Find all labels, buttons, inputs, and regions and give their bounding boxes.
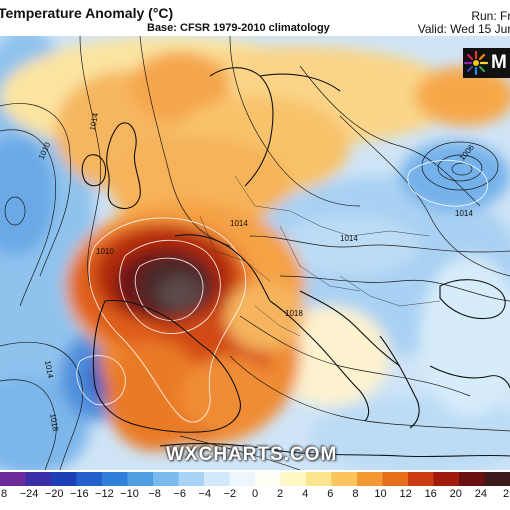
legend-tick-label: 2 — [502, 488, 510, 500]
map-title: Temperature Anomaly (°C) — [0, 5, 174, 21]
legend-tick-label: −10 — [120, 488, 139, 500]
legend-tick-label: −24 — [19, 488, 39, 500]
legend-swatch — [255, 472, 281, 486]
legend-swatch — [25, 472, 52, 486]
anomaly-contours — [76, 159, 488, 423]
legend-swatch — [433, 472, 460, 486]
anomaly-field — [0, 36, 510, 470]
isobar-label: 1010 — [96, 247, 114, 256]
legend-swatch — [357, 472, 383, 486]
legend-swatch — [178, 472, 205, 486]
borders — [199, 175, 441, 337]
legend-tick-label: 6 — [327, 488, 334, 500]
color-legend: 8 −24 −20 −16 −12 −10 −8 −6 −4 −2 0 2 4 6 8 10 12 16 20 24 2 — [0, 470, 510, 510]
legend-swatch — [306, 472, 332, 486]
legend-tick-label: −20 — [44, 488, 64, 500]
legend-tick-label: −16 — [69, 488, 89, 500]
legend-swatch — [0, 472, 26, 486]
isobar-label: 1018 — [285, 309, 303, 318]
legend-swatch — [331, 472, 358, 486]
legend-tick-label: 20 — [449, 488, 462, 500]
legend-tick-label: 16 — [424, 488, 437, 500]
legend-tick-label: 10 — [374, 488, 387, 500]
legend-swatch — [280, 472, 307, 486]
isobar-label: 1014 — [230, 219, 248, 228]
isobar-label: 1018 — [48, 413, 60, 433]
legend-swatch — [408, 472, 434, 486]
legend-swatch — [102, 472, 128, 486]
legend-swatch — [76, 472, 103, 486]
anomaly-map: 1010 1014 1006 1014 1014 1018 1010 1018 … — [0, 36, 510, 470]
legend-tick-label: −6 — [173, 488, 186, 500]
isobar-label: 1014 — [88, 112, 100, 132]
legend-tick-label: 12 — [399, 488, 412, 500]
valid-time-label: Valid: Wed 15 Jun — [417, 22, 510, 36]
legend-swatch — [127, 472, 154, 486]
legend-swatch — [484, 472, 510, 486]
isobars — [0, 36, 510, 470]
watermark: WXCHARTS.COM — [166, 444, 338, 465]
logo-text: M — [491, 52, 507, 73]
header: Temperature Anomaly (°C) Base: CFSR 1979… — [0, 0, 510, 36]
legend-ticks: 8 −24 −20 −16 −12 −10 −8 −6 −4 −2 0 2 4 6 8 10 12 16 20 24 2 — [0, 488, 510, 506]
wxcharts-sun-icon — [463, 50, 489, 76]
legend-tick-label: 0 — [251, 488, 259, 500]
colorbar — [0, 472, 510, 486]
legend-tick-label: 24 — [474, 488, 488, 500]
legend-swatch — [204, 472, 230, 486]
legend-swatch — [153, 472, 179, 486]
legend-tick-label: −2 — [223, 488, 237, 500]
legend-tick-label: 8 — [352, 488, 359, 500]
legend-swatch — [459, 472, 485, 486]
legend-tick-label: −4 — [198, 488, 212, 500]
isobar-label: 1014 — [455, 209, 473, 218]
run-time-label: Run: Fri — [471, 9, 510, 23]
legend-tick-label: 2 — [277, 488, 284, 500]
legend-swatch — [382, 472, 409, 486]
legend-swatch — [229, 472, 256, 486]
wxcharts-logo: M — [463, 48, 510, 78]
legend-swatch — [51, 472, 77, 486]
legend-tick-label: −8 — [148, 488, 161, 500]
base-climatology-label: Base: CFSR 1979-2010 climatology — [147, 22, 330, 34]
legend-tick-label: −12 — [95, 488, 114, 500]
coastlines — [81, 67, 510, 458]
legend-tick-label: 8 — [0, 488, 8, 500]
isobar-label: 1014 — [43, 360, 55, 380]
legend-tick-label: 4 — [302, 488, 309, 500]
isobar-label: 1014 — [340, 234, 358, 243]
